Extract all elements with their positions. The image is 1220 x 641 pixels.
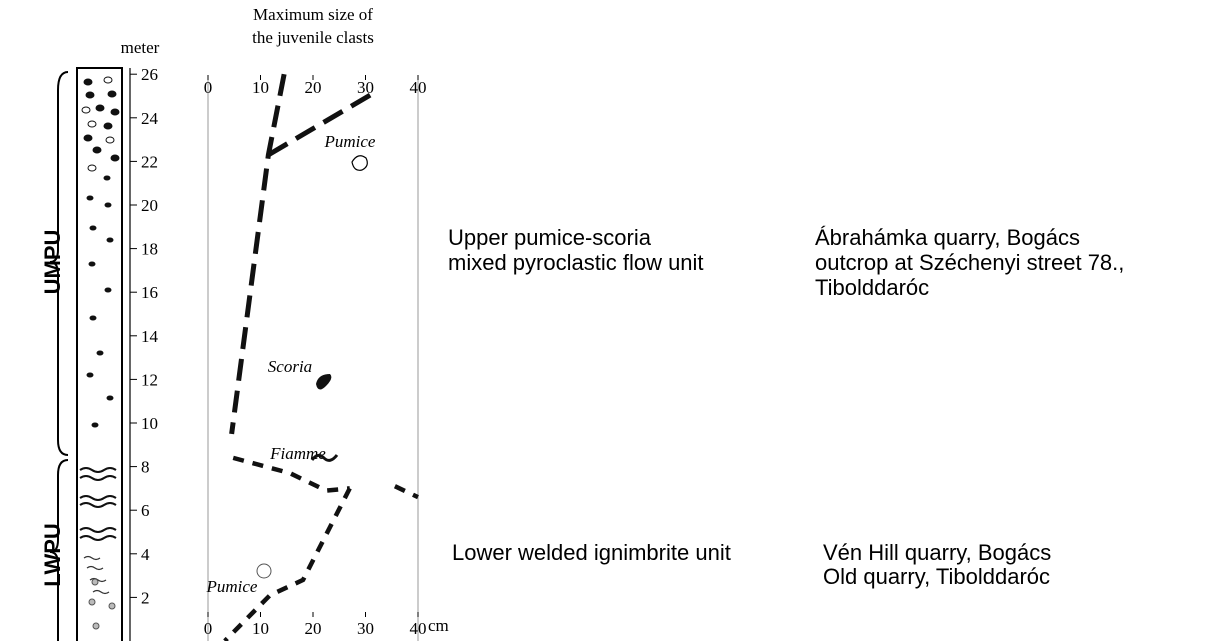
unit-locality: Ábrahámka quarry, Bogács [815, 225, 1080, 250]
clast [87, 373, 93, 377]
unit-locality: Vén Hill quarry, Bogács [823, 540, 1051, 565]
depth-tick-label: 6 [141, 501, 150, 520]
clast [86, 92, 94, 98]
size-profile [225, 488, 350, 641]
clast [88, 121, 96, 127]
clast [107, 396, 113, 400]
clast [84, 135, 92, 141]
depth-tick-label: 24 [141, 109, 159, 128]
depth-tick-label: 8 [141, 458, 150, 477]
size-tick-label: 10 [252, 78, 269, 97]
fiamme-symbol [80, 468, 116, 472]
size-tick-label: 10 [252, 619, 269, 638]
size-profile [233, 458, 418, 497]
pumice-clast [93, 623, 99, 629]
fiamme-symbol [80, 503, 116, 507]
axis-title: the juvenile clasts [252, 28, 374, 47]
clast [107, 238, 113, 242]
unit-description: Lower welded ignimbrite unit [452, 540, 731, 565]
clast [111, 109, 119, 115]
depth-tick-label: 26 [141, 65, 158, 84]
clast [97, 351, 103, 355]
clast [111, 155, 119, 161]
fiamme-symbol [93, 591, 109, 594]
pumice-icon [257, 564, 271, 578]
clast [87, 196, 93, 200]
clast [93, 147, 101, 153]
clast [106, 137, 114, 143]
size-tick-label: 40 [410, 619, 427, 638]
fiamme-symbol [80, 528, 116, 532]
scoria-icon [316, 374, 331, 390]
unit-locality: outcrop at Széchenyi street 78., [815, 250, 1124, 275]
depth-tick-label: 20 [141, 196, 158, 215]
clast [104, 77, 112, 83]
unit-description: mixed pyroclastic flow unit [448, 250, 704, 275]
depth-tick-label: 10 [141, 414, 158, 433]
annotation: Pumice [324, 132, 376, 151]
clast [90, 226, 96, 230]
clast [89, 262, 95, 266]
clast [96, 105, 104, 111]
size-tick-label: 40 [410, 78, 427, 97]
pumice-clast [89, 599, 95, 605]
clast [90, 316, 96, 320]
fiamme-symbol [80, 536, 116, 540]
clast [88, 165, 96, 171]
depth-tick-label: 2 [141, 588, 150, 607]
depth-tick-label: 4 [141, 545, 150, 564]
depth-unit: meter [121, 38, 160, 57]
clast [104, 176, 110, 180]
clast [82, 107, 90, 113]
clast [108, 91, 116, 97]
clast [84, 79, 92, 85]
clast [104, 123, 112, 129]
size-tick-label: 30 [357, 619, 374, 638]
depth-tick-label: 22 [141, 152, 158, 171]
unit-locality: Old quarry, Tibolddaróc [823, 564, 1050, 589]
clast [92, 423, 98, 427]
clast [105, 288, 111, 292]
size-tick-label: 0 [204, 619, 213, 638]
depth-tick-label: 16 [141, 283, 158, 302]
column-symbols [80, 77, 119, 629]
size-tick-label: 20 [305, 619, 322, 638]
unit-locality: Tibolddaróc [815, 275, 929, 300]
size-profile [232, 74, 285, 434]
pumice-clast [92, 579, 98, 585]
depth-tick-label: 18 [141, 240, 158, 259]
fiamme-symbol [87, 567, 103, 570]
size-tick-label: 0 [204, 78, 213, 97]
size-tick-label: 30 [357, 78, 374, 97]
pumice-clast [109, 603, 115, 609]
annotation: Fiamme [269, 444, 326, 463]
fiamme-symbol [84, 557, 100, 560]
size-unit: cm [428, 616, 449, 635]
fiamme-symbol [80, 496, 116, 500]
unit-label: LWPU [40, 523, 65, 587]
depth-tick-label: 12 [141, 370, 158, 389]
annotation: Pumice [206, 577, 258, 596]
unit-description: Upper pumice-scoria [448, 225, 652, 250]
unit-label: UMPU [40, 230, 65, 295]
clast [105, 203, 111, 207]
fiamme-symbol [80, 476, 116, 480]
pumice-icon [352, 156, 367, 171]
size-tick-label: 20 [305, 78, 322, 97]
depth-tick-label: 14 [141, 327, 159, 346]
figure: Maximum size of the juvenile clasts meter c… [0, 0, 1220, 641]
annotation: Scoria [268, 357, 312, 376]
axis-title: Maximum size of [253, 5, 373, 24]
